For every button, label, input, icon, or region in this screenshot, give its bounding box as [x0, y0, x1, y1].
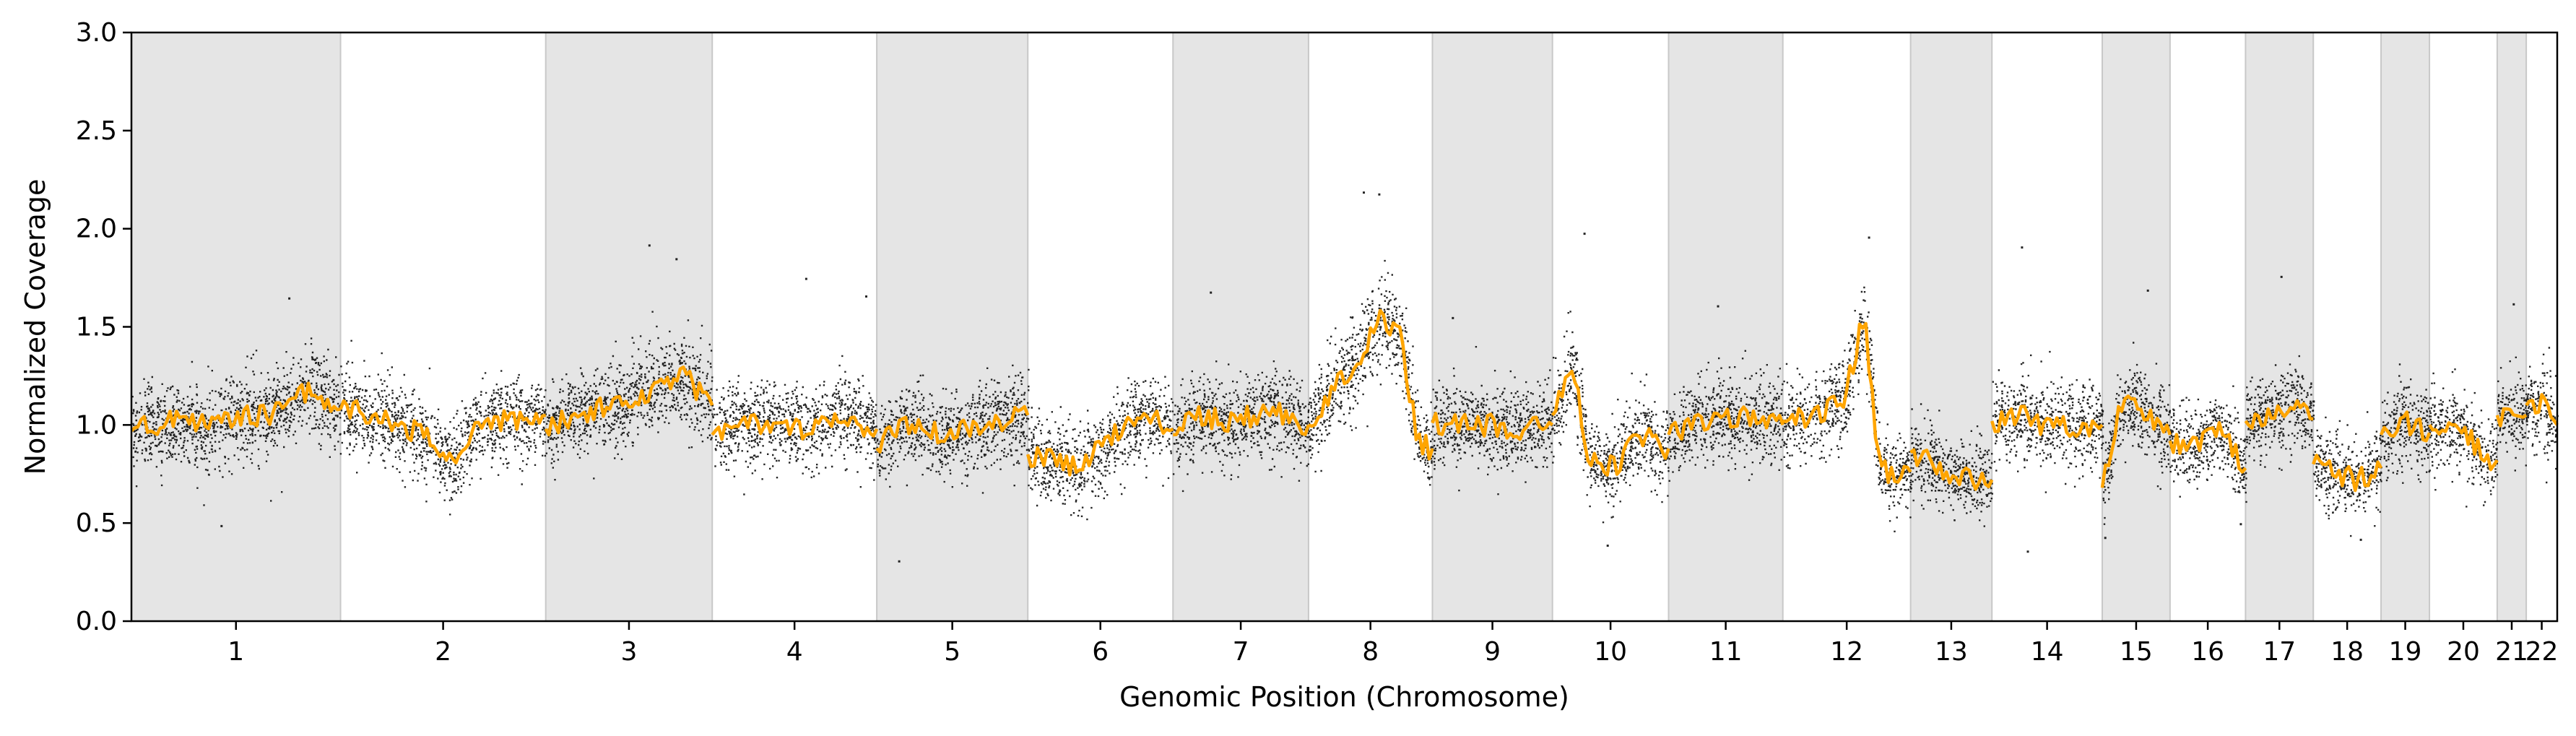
segment-line-chr11	[1667, 405, 1784, 441]
chromosome-band-5	[876, 32, 1029, 622]
x-tick-label-10: 10	[1594, 637, 1627, 667]
segment-line-chr2	[339, 399, 547, 465]
chromosome-band-13	[1909, 32, 1993, 622]
segment-line-chr7	[1173, 402, 1311, 437]
y-tick-label: 1.5	[76, 313, 117, 342]
x-tick-label-13: 13	[1935, 637, 1968, 667]
x-tick-label-8: 8	[1362, 637, 1379, 667]
chromosome-band-7	[1172, 32, 1309, 622]
x-tick-label-18: 18	[2330, 637, 2364, 667]
segment-line-chr18	[2312, 454, 2383, 493]
x-tick-label-11: 11	[1709, 637, 1743, 667]
y-axis-label: Normalized Coverage	[19, 179, 51, 475]
x-tick-label-19: 19	[2389, 637, 2422, 667]
chromosome-band-21	[2496, 32, 2528, 622]
x-tick-label-14: 14	[2031, 637, 2064, 667]
chromosome-band-17	[2245, 32, 2315, 622]
segment-line-chr10	[1551, 369, 1670, 477]
y-tick-label: 0.5	[76, 508, 117, 538]
x-tick-label-6: 6	[1092, 637, 1109, 667]
chromosome-band-3	[545, 32, 714, 622]
y-axis-ticks: 0.0 0.5 1.0 1.5 2.0 2.5 3.0	[76, 18, 131, 636]
segment-line-chr21	[2495, 407, 2528, 428]
segment-line-chr1	[130, 381, 341, 436]
x-tick-label-7: 7	[1233, 637, 1249, 667]
x-axis-label: Genomic Position (Chromosome)	[1119, 681, 1569, 713]
x-tick-label-1: 1	[227, 637, 244, 667]
y-tick-label: 1.0	[76, 410, 117, 440]
x-tick-label-12: 12	[1830, 637, 1863, 667]
segment-line-chr16	[2168, 420, 2247, 474]
segment-line-chr8	[1308, 308, 1434, 461]
segment-line-chr22	[2525, 393, 2559, 426]
segment-line-chr5	[875, 404, 1030, 454]
y-tick-label: 2.0	[76, 215, 117, 244]
x-tick-label-2: 2	[435, 637, 451, 667]
chromosome-band-11	[1668, 32, 1784, 622]
chromosome-band-15	[2102, 32, 2171, 622]
segment-line-chr12	[1782, 321, 1912, 485]
segment-line-chr14	[1990, 404, 2104, 438]
x-tick-label-21: 21	[2495, 637, 2528, 667]
y-tick-label: 0.0	[76, 607, 117, 636]
x-tick-label-16: 16	[2191, 637, 2224, 667]
chromosome-bands	[131, 32, 2528, 622]
x-tick-label-17: 17	[2263, 637, 2296, 667]
segment-line-chr4	[711, 412, 879, 441]
x-tick-label-20: 20	[2447, 637, 2480, 667]
segment-line-chr13	[1909, 448, 1994, 491]
y-tick-label: 2.5	[76, 116, 117, 146]
segment-line-chr17	[2244, 399, 2314, 430]
segment-line-chr19	[2380, 410, 2432, 443]
segment-line-chr3	[544, 365, 714, 437]
segment-line-chr9	[1431, 412, 1554, 441]
x-tick-label-4: 4	[786, 637, 803, 667]
segment-lines	[130, 308, 2559, 493]
y-tick-label: 3.0	[76, 18, 117, 48]
x-tick-label-15: 15	[2120, 637, 2153, 667]
chromosome-band-19	[2380, 32, 2431, 622]
x-tick-label-22: 22	[2525, 637, 2559, 667]
segment-line-chr15	[2100, 394, 2172, 488]
chromosome-band-1	[131, 32, 342, 622]
segment-line-chr20	[2428, 421, 2499, 472]
segment-line-chr6	[1026, 409, 1174, 477]
x-tick-label-3: 3	[621, 637, 638, 667]
chromosome-band-9	[1431, 32, 1553, 622]
x-tick-label-9: 9	[1484, 637, 1501, 667]
x-tick-label-5: 5	[944, 637, 960, 667]
